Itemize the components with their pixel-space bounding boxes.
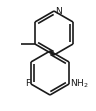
Text: F: F bbox=[25, 79, 30, 88]
Text: NH$_2$: NH$_2$ bbox=[70, 78, 89, 90]
Text: N: N bbox=[55, 7, 62, 16]
